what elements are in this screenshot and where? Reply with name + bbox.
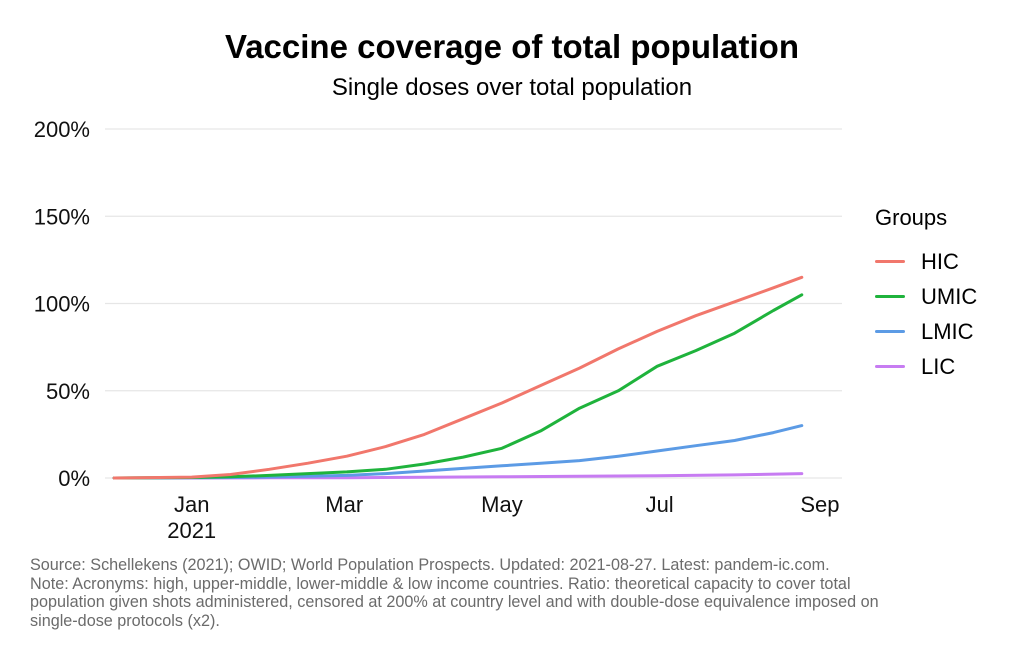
y-tick-label: 50% [46, 379, 90, 404]
legend-item-hic: HIC [875, 244, 977, 279]
x-tick-label: Sep [800, 492, 839, 517]
legend-item-lic: LIC [875, 349, 977, 384]
footnote-line: Note: Acronyms: high, upper-middle, lowe… [30, 574, 851, 593]
footnote-line: single-dose protocols (x2). [30, 611, 220, 630]
series-line-umic [112, 293, 804, 480]
legend-swatch [875, 330, 905, 333]
series-line-lmic [112, 424, 804, 480]
x-tick-label: 2021 [167, 518, 216, 543]
legend-swatch [875, 260, 905, 263]
legend: HIC UMIC LMIC LIC [875, 244, 977, 384]
y-axis-ticks: 0% 50% 100% 150% 200% [34, 117, 90, 491]
chart-title: Vaccine coverage of total population [225, 28, 799, 65]
y-tick-label: 0% [58, 466, 90, 491]
legend-swatch [875, 365, 905, 368]
y-tick-label: 100% [34, 292, 90, 317]
footnote-line: population given shots administered, cen… [30, 593, 879, 611]
y-tick-label: 150% [34, 204, 90, 229]
series-lines [112, 275, 804, 480]
y-tick-label: 200% [34, 117, 90, 142]
legend-swatch [875, 295, 905, 298]
legend-title: Groups [875, 205, 948, 230]
footnote-line: Source: Schellekens (2021); OWID; World … [30, 556, 830, 574]
footnote: Source: Schellekens (2021); OWID; World … [30, 556, 1005, 630]
x-tick-label: Mar [325, 492, 363, 517]
legend-label: LMIC [921, 318, 974, 344]
legend-item-umic: UMIC [875, 279, 977, 314]
series-line-hic [112, 275, 804, 480]
legend-label: HIC [921, 248, 959, 274]
x-tick-label: May [481, 492, 523, 517]
legend-label: UMIC [921, 283, 978, 309]
legend-item-lmic: LMIC [875, 314, 977, 349]
x-tick-label: Jul [646, 492, 674, 517]
chart-subtitle: Single doses over total population [331, 74, 693, 101]
x-tick-label: Jan [174, 492, 209, 517]
legend-label: LIC [921, 353, 956, 379]
